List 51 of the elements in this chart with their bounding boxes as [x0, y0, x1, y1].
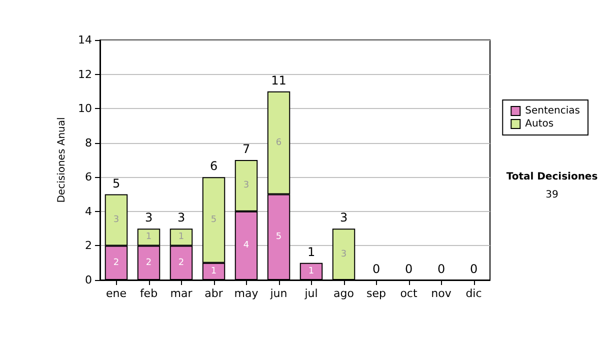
data-label: 1: [146, 232, 152, 242]
data-label: 3: [243, 180, 250, 191]
total-label: 7: [242, 142, 250, 156]
total-label: 5: [112, 176, 120, 190]
total-label: 0: [437, 262, 446, 276]
data-label: 1: [308, 266, 314, 276]
total-label: 0: [404, 262, 413, 276]
x-tick-label: nov: [431, 287, 452, 300]
x-tick-label: feb: [140, 287, 158, 300]
y-tick-label: 8: [85, 136, 92, 150]
data-label: 2: [178, 258, 184, 268]
text: Total Decisiones: [506, 172, 598, 182]
total-label: 11: [271, 73, 286, 88]
legend-label: Autos: [525, 118, 554, 130]
total-label: 0: [372, 262, 380, 276]
data-label: 5: [276, 232, 282, 242]
data-label: 4: [243, 240, 250, 251]
legend-label: Sentencias: [525, 106, 580, 116]
y-tick-label: 2: [85, 239, 92, 252]
y-axis-title: Decisiones Anual: [56, 117, 68, 203]
total-label: 6: [210, 159, 218, 174]
data-label: 5: [210, 215, 217, 225]
x-tick-label: ago: [334, 287, 354, 300]
data-label: 3: [113, 215, 120, 225]
x-tick-label: ene: [106, 287, 127, 300]
total-label: 0: [470, 262, 478, 276]
y-tick-label: 12: [78, 68, 92, 81]
x-tick-label: abr: [204, 287, 224, 300]
total-label: 3: [144, 210, 153, 225]
data-label: 2: [113, 258, 120, 268]
data-label: 2: [146, 258, 152, 268]
data-label: 3: [340, 249, 347, 260]
data-label: 6: [276, 138, 282, 148]
x-tick-label: oct: [400, 287, 418, 300]
total-label: 1: [307, 244, 316, 259]
x-tick-label: jun: [269, 287, 288, 300]
x-tick-label: may: [234, 287, 259, 300]
y-tick-label: 14: [78, 34, 92, 46]
x-tick-label: jul: [304, 287, 318, 300]
x-tick-label: mar: [170, 287, 193, 300]
y-tick-label: 10: [78, 102, 92, 116]
data-label: 1: [178, 232, 184, 242]
x-tick-label: sep: [366, 287, 386, 300]
data-label: 1: [210, 266, 217, 276]
y-tick-label: 4: [85, 204, 92, 218]
total-label: 3: [177, 210, 186, 225]
text: 39: [546, 190, 558, 200]
total-label: 3: [340, 210, 348, 225]
y-tick-label: 6: [85, 170, 92, 184]
y-tick-label: 0: [85, 274, 92, 286]
x-tick-label: dic: [466, 287, 482, 300]
